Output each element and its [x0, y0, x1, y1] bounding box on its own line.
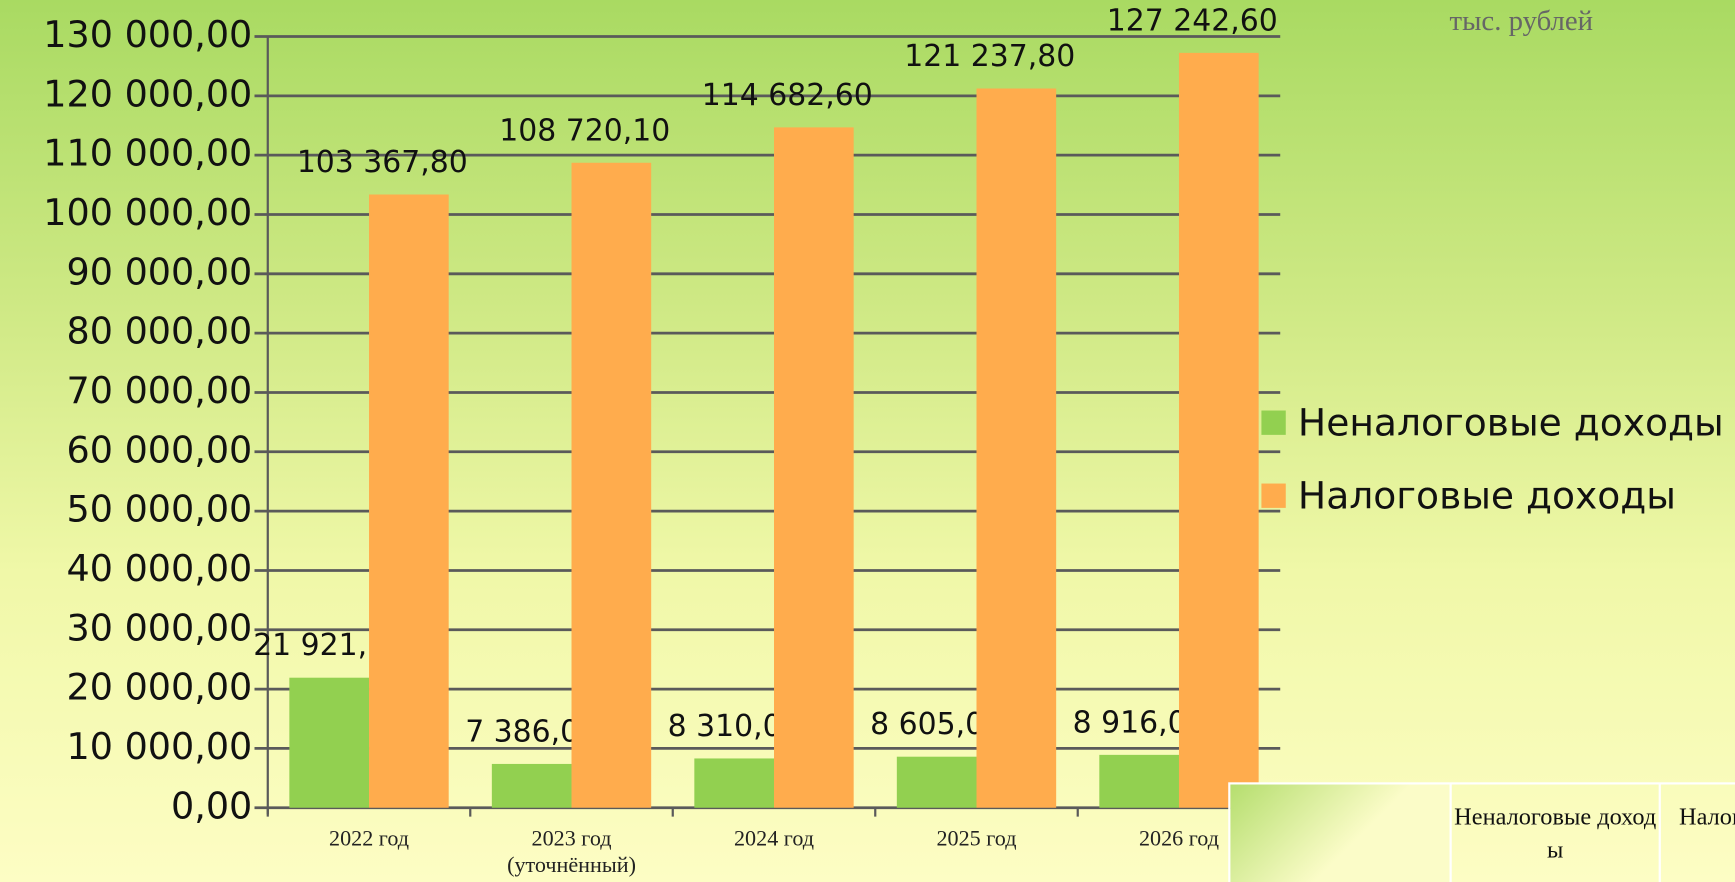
legend-label: Неналоговые доходы [1298, 400, 1724, 444]
legend-swatch [1261, 410, 1286, 435]
y-tick-label: 70 000,00 [67, 369, 253, 412]
y-tick-label: 130 000,00 [43, 13, 252, 56]
legend-label: Налоговые доходы [1298, 473, 1676, 517]
x-tick-label: 2024 год [733, 826, 815, 851]
data-label: 114 682,60 [702, 78, 873, 113]
table-header: Налоговые доходы [1659, 784, 1735, 882]
y-tick-label: 40 000,00 [67, 547, 253, 590]
y-tick-label: 60 000,00 [67, 428, 253, 471]
bar [1099, 754, 1179, 808]
y-tick-label: 120 000,00 [43, 72, 252, 115]
data-label: 127 242,60 [1107, 3, 1278, 38]
x-tick-label: 2023 год (уточнённый) [507, 826, 636, 878]
x-tick-label: 2022 год [329, 826, 410, 851]
bar [694, 758, 775, 808]
bar [369, 194, 449, 808]
bar [774, 127, 854, 808]
y-tick-label: 50 000,00 [67, 488, 253, 531]
y-tick-label: 20 000,00 [67, 666, 253, 709]
bar [289, 677, 370, 808]
data-label: 121 237,80 [904, 39, 1075, 74]
y-tick-label: 100 000,00 [43, 191, 252, 234]
y-tick-label: 110 000,00 [43, 132, 252, 175]
bar [976, 88, 1057, 808]
x-tick-label: 2026 год [1138, 826, 1219, 851]
unit-note: тыс. рублей [1449, 4, 1594, 37]
y-tick-label: 10 000,00 [67, 725, 253, 768]
table: Неналоговые доходы Налоговые доходы [1228, 782, 1735, 882]
bar [571, 162, 652, 808]
table-header-text: Налоговые доходы [1679, 802, 1735, 830]
x-tick-label: 2025 год [936, 826, 1017, 851]
data-label: 103 367,80 [297, 145, 468, 180]
bar [896, 756, 977, 808]
table-corner [1230, 784, 1450, 882]
y-tick-label: 0,00 [171, 784, 252, 827]
data-label: 108 720,10 [499, 113, 670, 148]
y-tick-label: 30 000,00 [67, 606, 253, 649]
table-header: Неналоговые доходы [1449, 784, 1659, 882]
bar [491, 763, 572, 808]
y-tick-label: 90 000,00 [67, 250, 253, 293]
legend-swatch [1261, 483, 1286, 508]
y-tick-label: 80 000,00 [67, 310, 253, 353]
bar [1178, 52, 1259, 808]
